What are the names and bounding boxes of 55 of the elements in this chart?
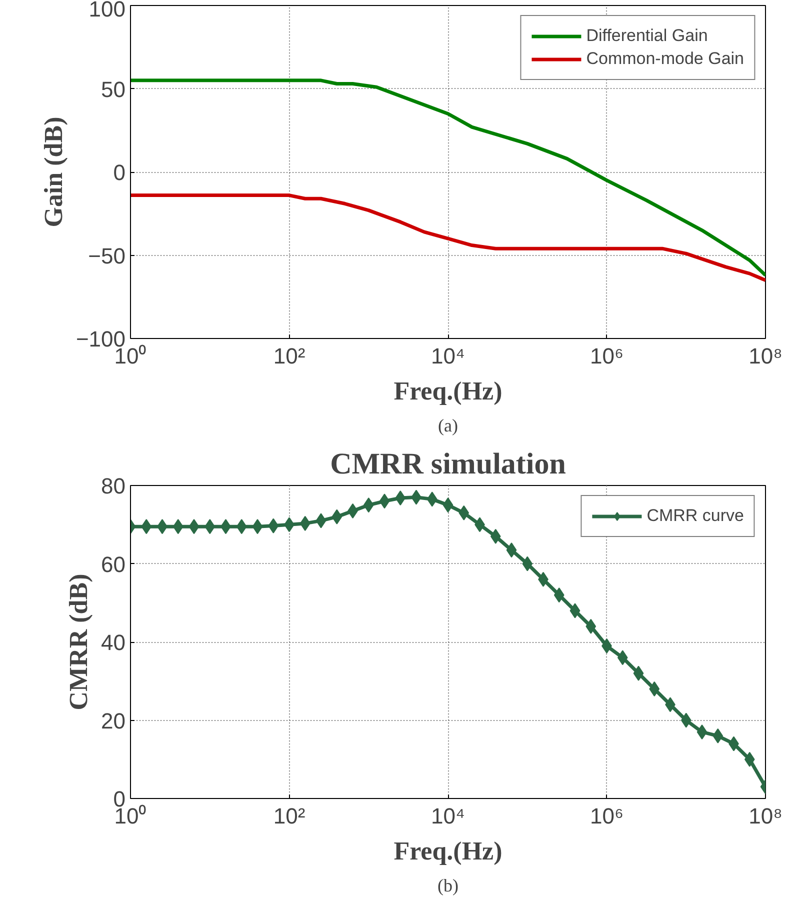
point xyxy=(363,498,374,513)
point xyxy=(300,516,310,531)
y-tick-label: 20 xyxy=(101,708,126,734)
text: (a) xyxy=(438,416,458,436)
y-axis-title: Gain (dB) xyxy=(38,116,68,228)
x-tick-label: 10⁶ xyxy=(590,804,624,828)
x-tick-label: 10⁴ xyxy=(431,804,465,828)
y-tick-label: −50 xyxy=(88,243,126,268)
point xyxy=(332,509,342,524)
point xyxy=(141,519,152,534)
point xyxy=(204,519,216,534)
x-axis-title: Freq.(Hz) xyxy=(394,376,502,406)
point xyxy=(236,519,247,534)
point xyxy=(680,712,692,728)
point xyxy=(252,519,263,534)
point xyxy=(649,681,660,696)
point xyxy=(379,494,390,509)
point xyxy=(458,505,470,520)
legend-label: Differential Gain xyxy=(586,26,708,46)
point xyxy=(522,556,533,572)
point xyxy=(633,666,644,681)
y-tick-label: 100 xyxy=(88,0,126,22)
x-tick-label: 10⁶ xyxy=(590,344,624,368)
y-axis-title: CMRR (dB) xyxy=(64,574,94,710)
x-tick-label: 10⁴ xyxy=(431,344,465,368)
point xyxy=(744,752,755,767)
x-tick-label: 10² xyxy=(273,804,306,828)
x-tick-label: 10⁸ xyxy=(748,344,782,368)
point xyxy=(696,724,708,740)
legend-label: CMRR curve xyxy=(646,506,744,526)
chart-title: CMRR simulation xyxy=(330,448,566,480)
text: (b) xyxy=(438,876,459,896)
point xyxy=(617,650,628,666)
point xyxy=(570,603,580,618)
point xyxy=(490,528,501,544)
x-tick-label: 10⁸ xyxy=(748,804,782,828)
y-tick-label: 0 xyxy=(113,160,126,185)
point xyxy=(395,490,406,506)
y-tick-label: 40 xyxy=(101,630,126,655)
x-tick-label: 10² xyxy=(273,344,306,368)
point xyxy=(188,519,200,534)
point xyxy=(506,542,517,558)
point xyxy=(586,618,596,634)
point xyxy=(442,498,454,513)
y-tick-label: 50 xyxy=(101,76,126,102)
y-tick-label: 80 xyxy=(101,474,126,498)
point xyxy=(268,518,279,534)
y-tick-label: 60 xyxy=(101,552,126,577)
legend-label: Common-mode Gain xyxy=(586,49,744,69)
point xyxy=(426,492,438,507)
point xyxy=(712,728,724,744)
x-axis-title: Freq.(Hz) xyxy=(394,836,502,866)
point xyxy=(316,513,326,528)
point xyxy=(554,588,564,603)
point xyxy=(172,519,184,534)
